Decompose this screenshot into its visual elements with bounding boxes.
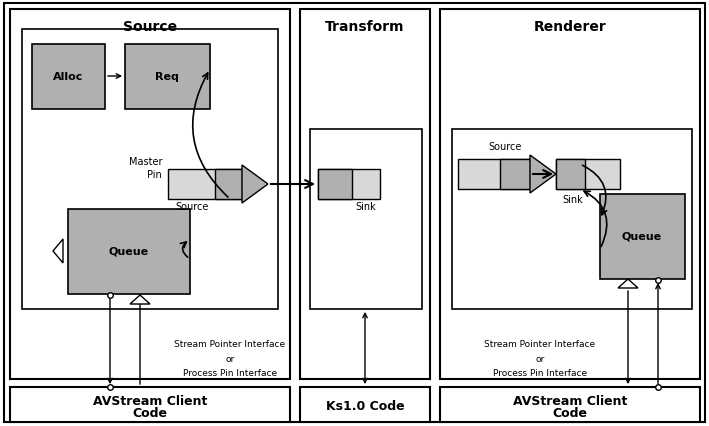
Bar: [440, 387, 700, 422]
Polygon shape: [130, 295, 150, 304]
Text: Process Pin Interface: Process Pin Interface: [493, 368, 587, 377]
Bar: [300, 10, 430, 379]
Text: or: or: [535, 355, 545, 364]
Bar: [556, 160, 620, 190]
Bar: [310, 130, 422, 309]
Text: Req: Req: [155, 72, 179, 82]
Bar: [10, 10, 290, 379]
Text: Renderer: Renderer: [534, 20, 606, 34]
Text: Sink: Sink: [355, 201, 376, 211]
Bar: [556, 160, 585, 190]
Text: Code: Code: [552, 406, 588, 420]
Polygon shape: [530, 155, 556, 193]
Bar: [125, 45, 210, 110]
Text: Queue: Queue: [109, 246, 149, 256]
Text: Sink: Sink: [562, 195, 583, 204]
Bar: [458, 160, 530, 190]
Bar: [318, 170, 380, 199]
Polygon shape: [242, 166, 268, 204]
Text: Stream Pointer Interface: Stream Pointer Interface: [174, 340, 286, 349]
Bar: [168, 170, 242, 199]
Text: Process Pin Interface: Process Pin Interface: [183, 368, 277, 377]
Text: Alloc: Alloc: [52, 72, 83, 82]
Bar: [440, 10, 700, 379]
Polygon shape: [53, 239, 63, 263]
Bar: [215, 170, 242, 199]
Bar: [32, 45, 105, 110]
Bar: [600, 195, 685, 279]
Bar: [68, 210, 190, 294]
Text: Source: Source: [175, 201, 208, 211]
Text: or: or: [225, 355, 235, 364]
Text: Master: Master: [128, 157, 162, 167]
Bar: [10, 387, 290, 422]
Text: Code: Code: [133, 406, 167, 420]
Text: Source: Source: [488, 142, 521, 152]
Text: Stream Pointer Interface: Stream Pointer Interface: [484, 340, 596, 349]
Bar: [318, 170, 352, 199]
Bar: [452, 130, 692, 309]
Text: Transform: Transform: [325, 20, 405, 34]
Text: Queue: Queue: [622, 231, 662, 242]
Text: Ks1.0 Code: Ks1.0 Code: [325, 400, 404, 412]
Text: AVStream Client: AVStream Client: [93, 394, 207, 408]
Bar: [22, 30, 278, 309]
Bar: [300, 387, 430, 422]
Text: AVStream Client: AVStream Client: [513, 394, 627, 408]
Bar: [500, 160, 530, 190]
Text: Pin: Pin: [147, 170, 162, 180]
Polygon shape: [618, 279, 638, 288]
Text: Source: Source: [123, 20, 177, 34]
